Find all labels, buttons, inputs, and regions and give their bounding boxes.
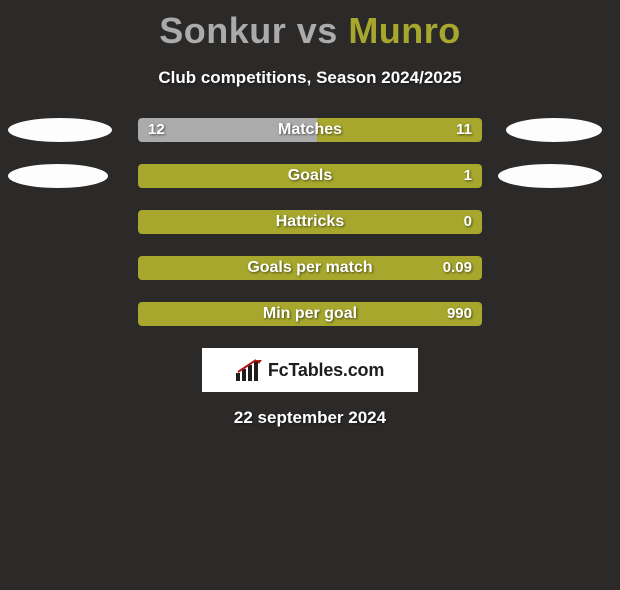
vs-text: vs (297, 10, 338, 51)
snapshot-date: 22 september 2024 (0, 408, 620, 428)
left-ellipse (8, 164, 108, 188)
player1-name: Sonkur (159, 10, 286, 51)
stat-bar-right (138, 164, 482, 188)
stat-bar-track (138, 118, 482, 142)
right-ellipse (498, 164, 602, 188)
stat-row: Hattricks0 (0, 210, 620, 234)
stat-row: Goals per match0.09 (0, 256, 620, 280)
stat-bar-left (138, 118, 317, 142)
right-ellipse (506, 118, 602, 142)
stat-bar-right (138, 302, 482, 326)
stat-bar-track (138, 210, 482, 234)
subtitle: Club competitions, Season 2024/2025 (0, 68, 620, 88)
stat-row: Goals1 (0, 164, 620, 188)
stat-row: Matches1211 (0, 118, 620, 142)
stat-bar-track (138, 256, 482, 280)
player2-name: Munro (348, 10, 460, 51)
stat-bar-track (138, 302, 482, 326)
brand-text: FcTables.com (268, 360, 384, 381)
stats-rows: Matches1211 Goals1 Hattricks0 Goals per mat… (0, 118, 620, 326)
stat-row: Min per goal990 (0, 302, 620, 326)
stat-bar-right (138, 256, 482, 280)
fctables-logo-icon (236, 359, 262, 381)
left-ellipse (8, 118, 112, 142)
stat-bar-right (317, 118, 482, 142)
brand-box: FcTables.com (202, 348, 418, 392)
stat-bar-track (138, 164, 482, 188)
comparison-title: Sonkur vs Munro (0, 10, 620, 52)
stat-bar-right (138, 210, 482, 234)
